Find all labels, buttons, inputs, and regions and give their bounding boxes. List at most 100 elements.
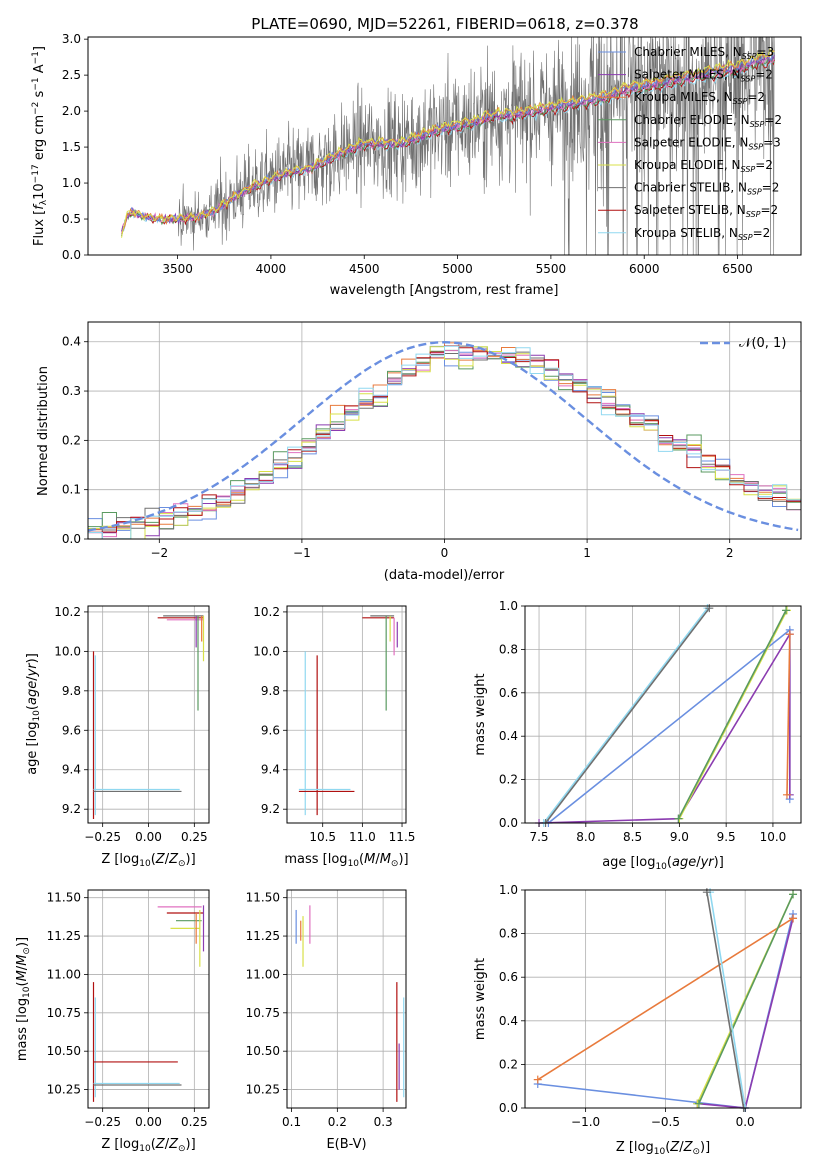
x-tick-label: 8.0 xyxy=(576,830,595,844)
y-tick-label: 10.75 xyxy=(47,1006,81,1020)
y-tick-label: 10.0 xyxy=(253,644,280,658)
axes-mass_z: −0.25 0.00 0.25 10.25 10.50 10.75 11.00 11.25 11… xyxy=(15,889,210,1154)
axes-spectrum: 3500 4000 4500 5000 5500 6000 6500 0.0 0.5 1.0 1.5… xyxy=(31,32,802,298)
weight-line xyxy=(538,631,791,824)
legend-label: Chabrier MILES, NSSP=3 xyxy=(634,45,774,61)
legend-label: Chabrier ELODIE, NSSP=2 xyxy=(634,113,782,129)
x-axis-label: age [log10(age/yr)] xyxy=(602,855,724,872)
weight-line xyxy=(706,892,745,1109)
y-tick-label: 1.0 xyxy=(62,176,81,190)
x-tick-label: 4000 xyxy=(256,262,287,276)
y-tick-label: 9.2 xyxy=(62,802,81,816)
x-axis-label: Z [log10(Z/Z⊙)] xyxy=(616,1140,710,1157)
figure-title: PLATE=0690, MJD=52261, FIBERID=0618, z=0… xyxy=(251,15,638,33)
model-line-salpeter-elodie xyxy=(121,56,775,233)
y-tick-label: 0.8 xyxy=(499,642,518,656)
x-tick-label: 6000 xyxy=(629,262,660,276)
model-line-kroupa-elodie xyxy=(121,48,775,238)
x-tick-label: 10.5 xyxy=(309,830,336,844)
x-tick-label: 3500 xyxy=(162,262,193,276)
x-tick-label: −1.0 xyxy=(571,1115,600,1129)
y-tick-label: 9.6 xyxy=(62,723,81,737)
axes-weight_z: −1.0 −0.5 0.0 0.0 0.2 0.4 0.6 0.8 1.0 Z [log10(Z/… xyxy=(473,883,802,1157)
y-tick-label: 10.0 xyxy=(54,644,81,658)
histogram-kroupa-stelib xyxy=(88,345,801,539)
y-tick-label: 0.4 xyxy=(499,1014,518,1028)
y-tick-label: 0.5 xyxy=(62,212,81,226)
y-tick-label: 2.0 xyxy=(62,104,81,118)
legend-label: Salpeter MILES, NSSP=2 xyxy=(634,68,773,84)
y-tick-label: 0.6 xyxy=(499,970,518,984)
legend-label: Kroupa ELODIE, NSSP=2 xyxy=(634,158,773,174)
y-tick-label: 0.6 xyxy=(499,686,518,700)
x-tick-label: 7.5 xyxy=(529,830,548,844)
x-tick-label: 4500 xyxy=(349,262,380,276)
x-axis-label: E(B-V) xyxy=(326,1137,366,1152)
legend-label: Salpeter ELODIE, NSSP=3 xyxy=(634,135,781,151)
y-tick-label: 0.4 xyxy=(62,335,81,349)
legend-label: Salpeter STELIB, NSSP=2 xyxy=(634,203,778,219)
x-tick-label: 0.00 xyxy=(135,830,162,844)
y-tick-label: 0.3 xyxy=(62,384,81,398)
y-tick-label: 1.0 xyxy=(499,599,518,613)
weight-marker xyxy=(789,890,798,899)
x-axis-label: Z [log10(Z/Z⊙)] xyxy=(101,852,195,869)
y-axis-label: mass weight xyxy=(473,958,488,1040)
y-tick-label: 0.0 xyxy=(499,816,518,830)
y-tick-label: 10.2 xyxy=(54,605,81,619)
weight-line xyxy=(786,634,791,795)
x-tick-label: 0.1 xyxy=(282,1115,301,1129)
weight-marker xyxy=(789,914,798,923)
x-tick-label: 10.0 xyxy=(760,830,787,844)
y-tick-label: 10.25 xyxy=(246,1083,280,1097)
weight-marker xyxy=(674,814,683,823)
axes-residuals: −2 −1 0 1 2 0.0 0.1 0.2 0.3 0.4 (data-model)/error… xyxy=(36,321,802,583)
y-tick-label: 0.0 xyxy=(62,248,81,262)
axes-weight_age: 7.5 8.0 8.5 9.0 9.5 10.0 0.0 0.2 0.4 0.6 0.8 1.0 age… xyxy=(473,599,802,872)
weight-line xyxy=(537,917,794,1081)
x-tick-label: 9.5 xyxy=(717,830,736,844)
x-tick-label: 5000 xyxy=(442,262,473,276)
x-tick-label: −0.5 xyxy=(651,1115,680,1129)
x-tick-label: −0.25 xyxy=(84,1115,121,1129)
y-tick-label: 10.25 xyxy=(47,1083,81,1097)
y-tick-label: 0.8 xyxy=(499,927,518,941)
y-tick-label: 0.4 xyxy=(499,729,518,743)
y-axis-label: Flux [fλ10−17 erg cm−2 s−1 A−1] xyxy=(31,46,49,246)
y-tick-label: 0.2 xyxy=(499,1057,518,1071)
x-tick-label: −0.25 xyxy=(84,830,121,844)
x-tick-label: 0.25 xyxy=(181,1115,208,1129)
x-tick-label: 2 xyxy=(726,546,734,560)
y-axis-label: mass weight xyxy=(473,673,488,755)
weight-marker xyxy=(785,630,794,639)
x-axis-label: mass [log10(M/M⊙)] xyxy=(284,852,408,869)
y-tick-label: 9.4 xyxy=(261,763,280,777)
weight-marker xyxy=(782,606,791,615)
y-tick-label: 11.50 xyxy=(246,891,280,905)
y-tick-label: 11.00 xyxy=(246,967,280,981)
y-tick-label: 11.25 xyxy=(246,929,280,943)
y-tick-label: 2.5 xyxy=(62,68,81,82)
y-tick-label: 0.2 xyxy=(499,773,518,787)
x-tick-label: 11.5 xyxy=(389,830,416,844)
legend-label: Kroupa MILES, NSSP=2 xyxy=(634,90,765,106)
y-tick-label: 10.75 xyxy=(246,1006,280,1020)
y-tick-label: 9.8 xyxy=(62,684,81,698)
y-tick-label: 0.2 xyxy=(62,433,81,447)
axes-frame xyxy=(286,889,407,1109)
weight-line xyxy=(677,609,787,820)
y-tick-label: 1.0 xyxy=(499,883,518,897)
axes-frame xyxy=(524,889,802,1109)
x-tick-label: −1 xyxy=(293,546,311,560)
x-tick-label: 0.0 xyxy=(736,1115,755,1129)
legend-label: 𝒩(0, 1) xyxy=(739,336,786,351)
y-tick-label: 10.50 xyxy=(246,1044,280,1058)
x-tick-label: 8.5 xyxy=(623,830,642,844)
weight-line xyxy=(543,607,709,824)
x-tick-label: 0.2 xyxy=(328,1115,347,1129)
normal-curve xyxy=(87,340,799,532)
x-tick-label: 6500 xyxy=(722,262,753,276)
y-tick-label: 11.25 xyxy=(47,929,81,943)
weight-marker xyxy=(782,790,791,799)
weight-line xyxy=(709,892,746,1109)
